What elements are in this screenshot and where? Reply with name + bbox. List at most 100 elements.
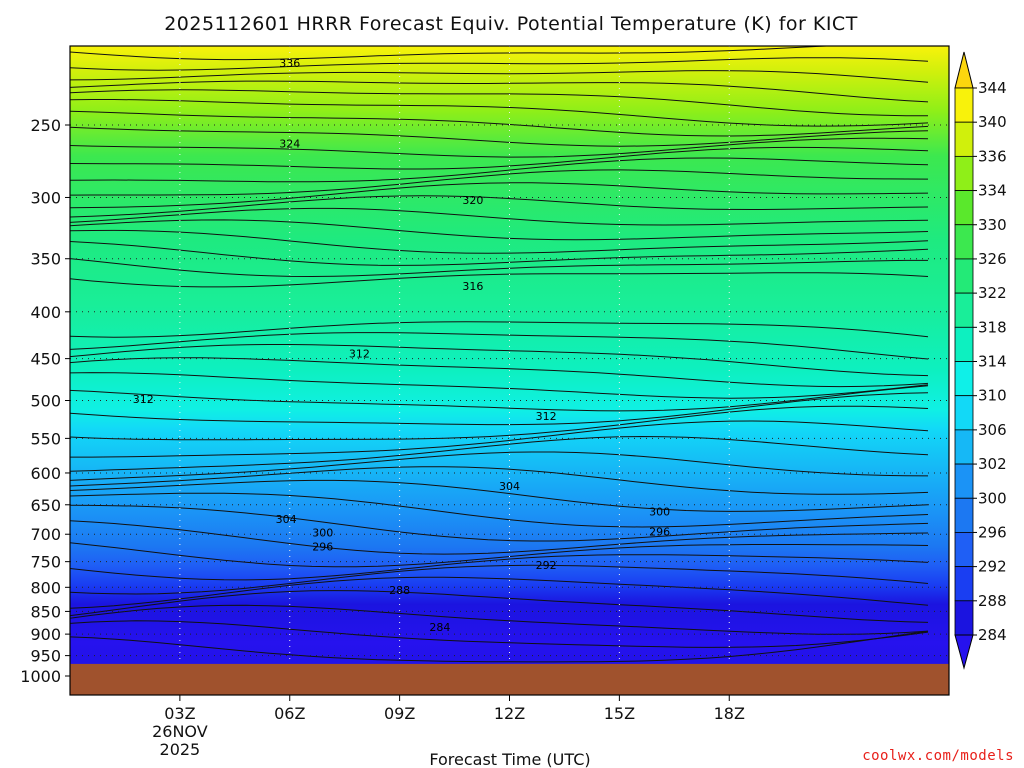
colorbar-segment [954, 224, 974, 260]
contour-label: 300 [649, 505, 670, 518]
contour-line [70, 357, 929, 388]
colorbar-segment [954, 155, 974, 191]
contour-line [70, 392, 929, 426]
colorbar-label: 284 [978, 626, 1007, 644]
x-axis-label: Forecast Time (UTC) [429, 750, 590, 768]
x-tick-label: 12Z [494, 704, 525, 723]
contour-label: 304 [499, 480, 520, 493]
contour-label: 288 [389, 584, 410, 597]
contour-label: 312 [133, 393, 154, 406]
colorbar-segment [954, 395, 974, 431]
contour-label: 324 [279, 138, 300, 151]
y-tick-label: 550 [30, 429, 61, 448]
x-tick-label: 09Z [384, 704, 415, 723]
colorbar-label: 330 [978, 216, 1007, 234]
contour-line [70, 126, 929, 147]
colorbar-segment [954, 190, 974, 226]
y-tick-label: 250 [30, 116, 61, 135]
contour-line [70, 479, 929, 512]
y-tick-label: 300 [30, 188, 61, 207]
x-tick-label: 06Z [274, 704, 305, 723]
contour-line [70, 207, 929, 226]
x-tick-label: 18Z [714, 704, 745, 723]
y-tick-label: 400 [30, 303, 61, 322]
colorbar-bottom-arrow [954, 634, 974, 670]
colorbar-label: 302 [978, 455, 1007, 473]
contour-line [70, 435, 929, 472]
x-tick-date: 26NOV [152, 722, 208, 741]
y-tick-label: 750 [30, 553, 61, 572]
contour-line [70, 241, 929, 266]
y-tick-label: 800 [30, 578, 61, 597]
ground-surface [70, 663, 949, 695]
colorbar-segment [954, 121, 974, 157]
contour-line [70, 321, 929, 338]
contour-line [70, 405, 929, 441]
contour-label: 296 [312, 541, 333, 554]
contour-label: 312 [349, 347, 370, 360]
colorbar-segment [954, 258, 974, 294]
contour-line [70, 576, 929, 609]
contour-label: 316 [462, 280, 483, 293]
contour-line [70, 219, 929, 241]
colorbar-label: 306 [978, 421, 1007, 439]
y-tick-label: 700 [30, 525, 61, 544]
contour-line [70, 110, 929, 137]
y-axis: 250 300 350 400 450 500 550 600 650 700 750 800 850 9… [20, 116, 70, 686]
y-tick-label: 350 [30, 250, 61, 269]
contour-line [70, 182, 929, 209]
y-tick-label: 450 [30, 350, 61, 369]
y-tick-label: 500 [30, 392, 61, 411]
contour-line [70, 492, 929, 528]
colorbar-segment [954, 497, 974, 533]
contour-label: 304 [276, 513, 297, 526]
colorbar-segment [954, 292, 974, 328]
contour-line [70, 99, 929, 127]
y-tick-label: 1000 [20, 667, 61, 686]
colorbar: 344 340 336 334 330 326 322 318 314 310 306 302 300 2… [954, 51, 1007, 670]
y-tick-label: 650 [30, 496, 61, 515]
colorbar-segment [954, 463, 974, 499]
colorbar-label: 322 [978, 284, 1007, 302]
credit-text: coolwx.com/models [862, 748, 1014, 764]
y-tick-label: 950 [30, 647, 61, 666]
contour-line [70, 46, 838, 61]
contour-line [70, 195, 929, 218]
contour-line [70, 385, 929, 412]
contour-line [70, 57, 929, 71]
colorbar-top-arrow [954, 51, 974, 89]
colorbar-label: 292 [978, 558, 1007, 576]
contour-line [70, 520, 929, 555]
colorbar-label: 336 [978, 147, 1007, 165]
contour-line [70, 169, 929, 196]
y-tick-label: 600 [30, 464, 61, 483]
contour-line [70, 89, 928, 117]
contour-line [70, 272, 929, 288]
y-tick-label: 900 [30, 625, 61, 644]
colorbar-segment [954, 429, 974, 465]
colorbar-label: 300 [978, 489, 1007, 507]
contour-line [70, 466, 929, 495]
x-tick-label: 15Z [604, 704, 635, 723]
contour-line [70, 146, 929, 170]
colorbar-label: 344 [978, 79, 1007, 97]
contour-label: 284 [429, 621, 450, 634]
contour-line [70, 420, 929, 458]
colorbar-label: 334 [978, 182, 1007, 200]
contour-line [70, 620, 929, 648]
colorbar-label: 340 [978, 113, 1007, 131]
contour-line [70, 504, 929, 542]
x-tick-label: 03Z [164, 704, 195, 723]
colorbar-segment [954, 600, 974, 636]
contour-line [70, 137, 929, 158]
y-tick-label: 850 [30, 602, 61, 621]
contour-labels: 3363243203163123123123043043002963002962… [133, 57, 670, 634]
colorbar-label: 310 [978, 387, 1007, 405]
contour-label: 312 [536, 410, 557, 423]
colorbar-label: 326 [978, 250, 1007, 268]
contour-line [70, 344, 929, 377]
contour-label: 320 [462, 194, 483, 207]
contour-line [70, 451, 929, 481]
